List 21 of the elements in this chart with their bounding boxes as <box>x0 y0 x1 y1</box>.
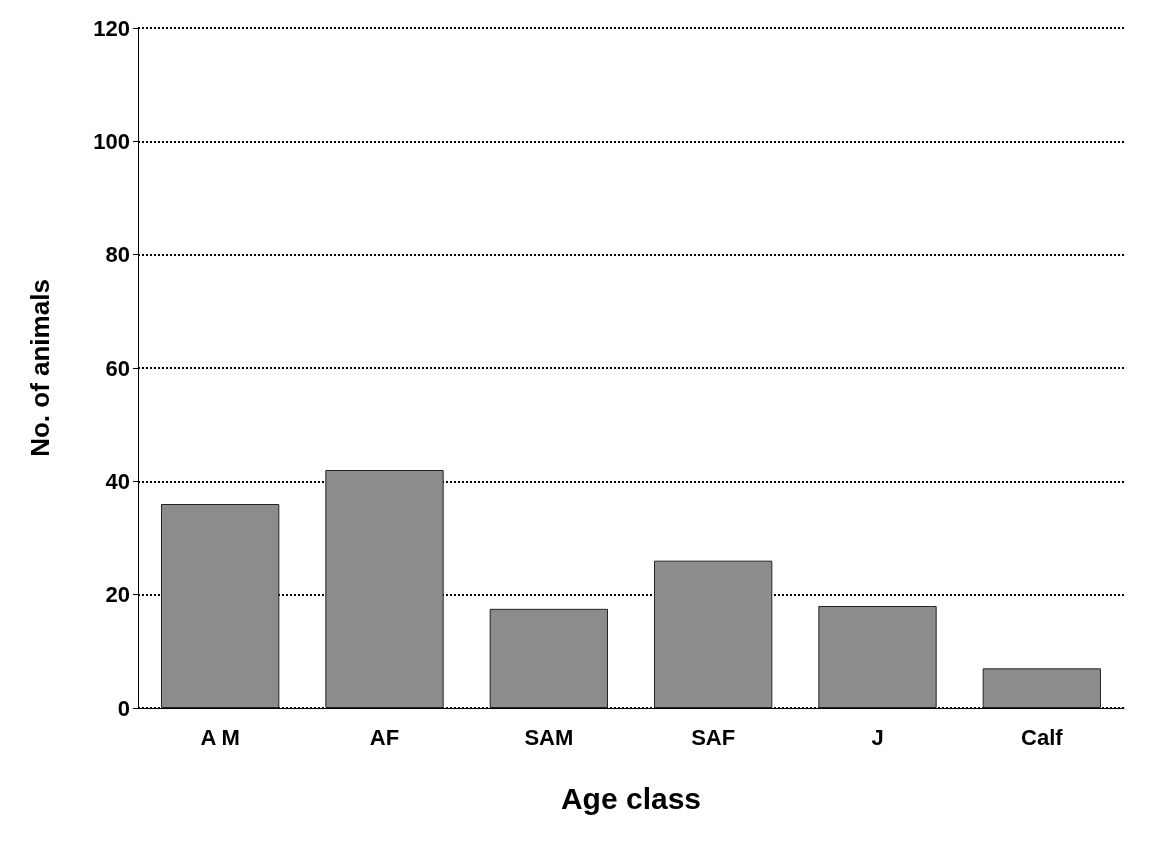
x-tick-label: AF <box>369 724 400 750</box>
bar <box>818 606 937 708</box>
y-tick-label: 40 <box>105 468 130 494</box>
y-tick-label: 0 <box>117 695 130 721</box>
y-tick-label: 20 <box>105 582 130 608</box>
y-tick-label: 120 <box>93 15 130 41</box>
y-tick-label: 100 <box>93 128 130 154</box>
x-tick-label: SAF <box>691 724 736 750</box>
x-tick-label: SAM <box>524 724 574 750</box>
x-tick-label: A M <box>200 724 240 750</box>
y-tick-label: 80 <box>105 242 130 268</box>
y-axis-title: No. of animals <box>25 279 55 457</box>
y-tick-label: 60 <box>105 355 130 381</box>
x-tick-label: J <box>871 724 884 750</box>
bar <box>654 560 773 708</box>
bar <box>161 504 280 708</box>
x-axis-title: Age class <box>560 781 702 815</box>
x-tick-label: Calf <box>1021 724 1064 750</box>
bar <box>325 470 444 708</box>
bar <box>982 668 1101 708</box>
bar <box>489 608 608 708</box>
